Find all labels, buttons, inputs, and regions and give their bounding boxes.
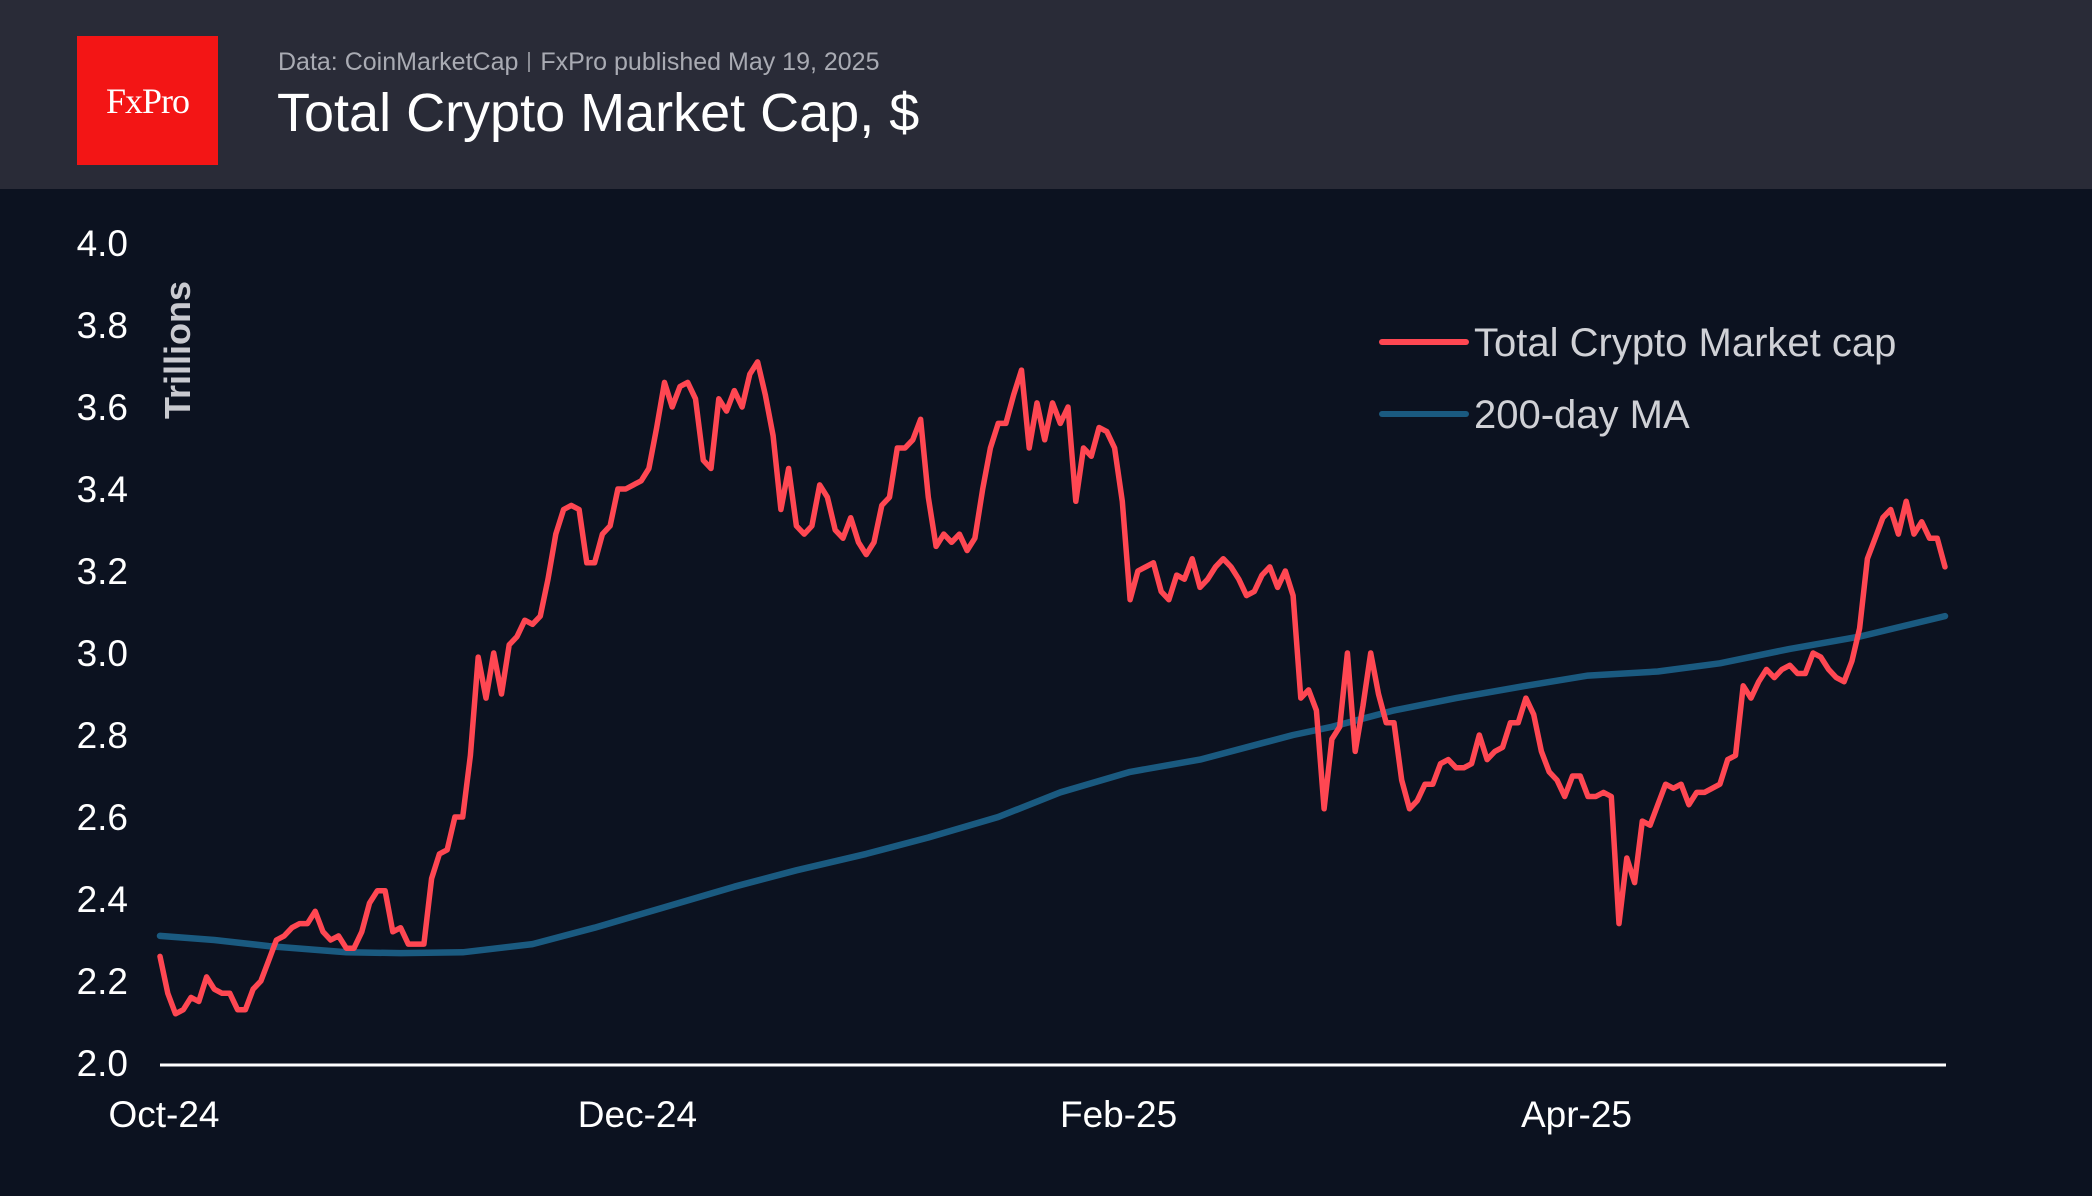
y-tick-label: 4.0 bbox=[77, 223, 128, 264]
y-tick-label: 3.8 bbox=[77, 305, 128, 346]
y-tick-label: 2.0 bbox=[77, 1043, 128, 1084]
y-tick-label: 3.6 bbox=[77, 387, 128, 428]
series-line-200-day-ma bbox=[156, 612, 1949, 957]
legend: Total Crypto Market cap 200-day MA bbox=[1379, 321, 1896, 437]
y-tick-label: 3.4 bbox=[77, 469, 128, 510]
x-tick-label: Feb-25 bbox=[1060, 1094, 1177, 1135]
y-axis-ticks: 2.0 2.2 2.4 2.6 2.8 3.0 3.2 3.4 3.6 3.8 4.0 bbox=[77, 223, 128, 1084]
logo-text: FxPro bbox=[105, 80, 190, 121]
legend-label-200-day-ma: 200-day MA bbox=[1474, 393, 1690, 437]
x-tick-label: Oct-24 bbox=[108, 1094, 219, 1135]
fxpro-logo: FxPro bbox=[77, 36, 218, 165]
y-tick-label: 3.0 bbox=[77, 633, 128, 674]
data-source: Data: CoinMarketCap bbox=[278, 48, 519, 76]
series-line-total-crypto-market-cap bbox=[157, 359, 1948, 1017]
y-axis-label: Trillions bbox=[157, 281, 198, 419]
y-tick-label: 2.8 bbox=[77, 715, 128, 756]
published-date: FxPro published May 19, 2025 bbox=[540, 48, 880, 76]
subtitle: Data: CoinMarketCap FxPro published May 1… bbox=[278, 48, 879, 77]
x-axis-ticks: Oct-24 Dec-24 Feb-25 Apr-25 bbox=[108, 1094, 1632, 1135]
y-tick-label: 2.6 bbox=[77, 797, 128, 838]
chart-title: Total Crypto Market Cap, $ bbox=[277, 83, 920, 143]
separator bbox=[528, 52, 531, 72]
y-tick-label: 3.2 bbox=[77, 551, 128, 592]
x-tick-label: Dec-24 bbox=[578, 1094, 697, 1135]
x-tick-label: Apr-25 bbox=[1521, 1094, 1632, 1135]
legend-label-total-crypto-market-cap: Total Crypto Market cap bbox=[1474, 321, 1896, 365]
y-tick-label: 2.4 bbox=[77, 879, 128, 920]
y-tick-label: 2.2 bbox=[77, 961, 128, 1002]
header: FxPro Data: CoinMarketCap FxPro published… bbox=[0, 0, 2092, 189]
